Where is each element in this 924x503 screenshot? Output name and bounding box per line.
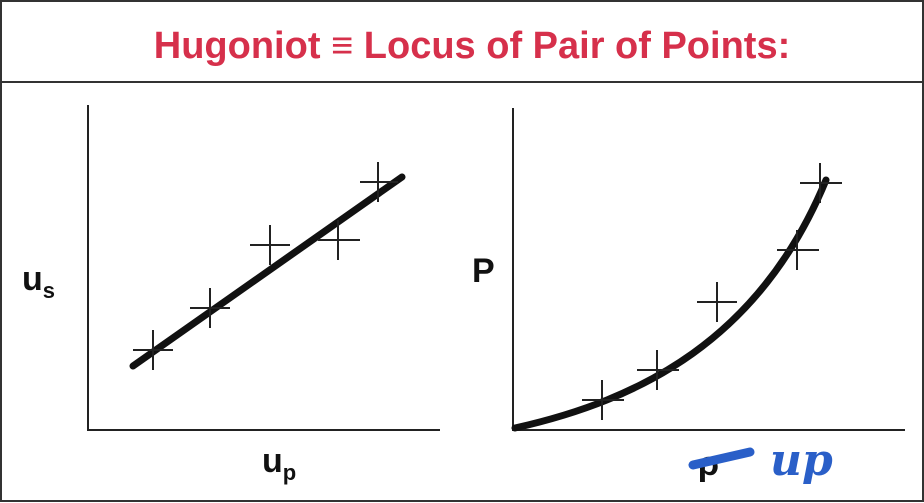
left-plot: us up: [22, 105, 440, 485]
x-label-main: u: [262, 442, 283, 480]
title: Hugoniot ≡ Locus of Pair of Points:: [154, 25, 790, 67]
y-label-sub: s: [43, 278, 55, 303]
handwritten-annotation: up: [770, 435, 833, 486]
y-label: P: [472, 252, 495, 290]
strike-mark: [688, 447, 755, 470]
data-crosses: [133, 162, 398, 370]
x-label: up: [262, 442, 296, 485]
fit-line: [129, 173, 406, 370]
x-label-sub: p: [283, 460, 296, 485]
right-plot: P ρ up: [472, 108, 905, 486]
data-crosses: [582, 163, 842, 420]
y-label: us: [22, 260, 55, 303]
y-label-main: u: [22, 260, 43, 298]
